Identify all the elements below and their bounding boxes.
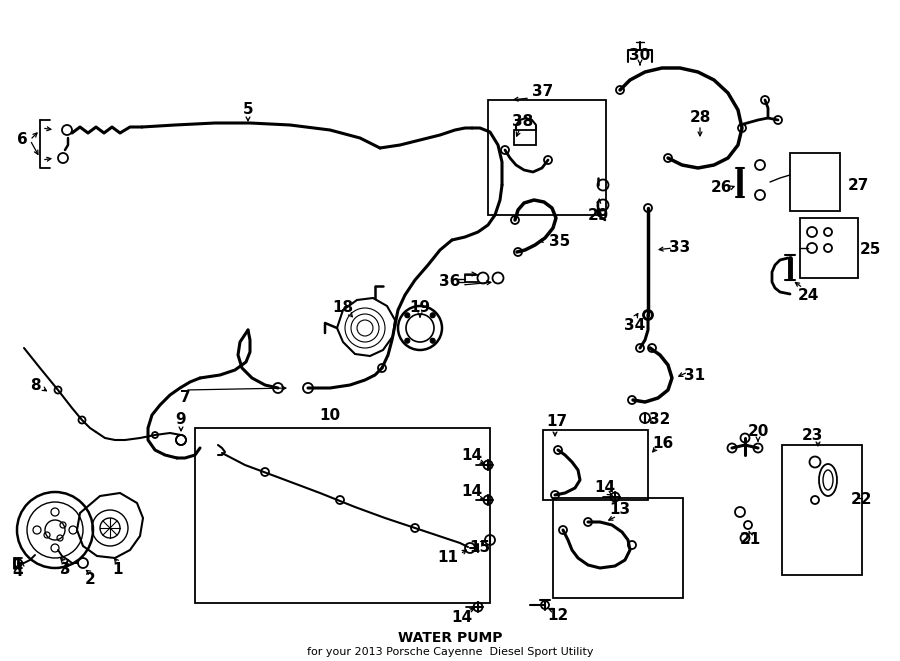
Text: 3: 3 — [59, 563, 70, 578]
Text: for your 2013 Porsche Cayenne  Diesel Sport Utility: for your 2013 Porsche Cayenne Diesel Spo… — [307, 647, 593, 657]
Text: 19: 19 — [410, 301, 430, 315]
Text: 28: 28 — [689, 110, 711, 126]
Text: 38: 38 — [512, 114, 534, 130]
Text: 23: 23 — [801, 428, 823, 442]
Text: 22: 22 — [851, 492, 873, 508]
Text: 20: 20 — [747, 424, 769, 440]
Text: 34: 34 — [625, 317, 645, 332]
Bar — [553, 498, 683, 598]
Text: 2: 2 — [85, 572, 95, 588]
Text: WATER PUMP: WATER PUMP — [398, 631, 502, 645]
Circle shape — [430, 313, 436, 318]
Text: 25: 25 — [860, 243, 881, 258]
Circle shape — [430, 338, 436, 343]
Text: 31: 31 — [684, 368, 706, 383]
Text: 29: 29 — [588, 208, 608, 223]
Text: 36: 36 — [439, 274, 461, 290]
Text: 15: 15 — [470, 541, 490, 555]
Text: 26: 26 — [711, 180, 733, 196]
Bar — [800, 218, 858, 278]
Text: 13: 13 — [609, 502, 631, 518]
Text: 17: 17 — [546, 414, 568, 430]
Text: 14: 14 — [462, 485, 482, 500]
Bar — [488, 100, 606, 215]
Text: 7: 7 — [180, 391, 190, 405]
Text: 21: 21 — [740, 533, 760, 547]
Text: 1: 1 — [112, 563, 123, 578]
Bar — [543, 430, 648, 500]
Circle shape — [405, 338, 410, 343]
Text: 12: 12 — [547, 607, 569, 623]
Text: 33: 33 — [670, 241, 690, 256]
Text: 32: 32 — [649, 412, 670, 428]
Text: 24: 24 — [797, 288, 819, 303]
Text: 14: 14 — [462, 447, 482, 463]
Text: 14: 14 — [594, 481, 616, 496]
Text: 5: 5 — [243, 102, 253, 118]
Text: 35: 35 — [549, 235, 571, 249]
Text: 18: 18 — [332, 301, 354, 315]
Text: 11: 11 — [437, 551, 458, 566]
Text: 6: 6 — [16, 132, 27, 147]
Circle shape — [405, 313, 410, 318]
Text: 10: 10 — [320, 407, 340, 422]
Text: 27: 27 — [847, 178, 868, 192]
Bar — [195, 428, 490, 603]
Text: 9: 9 — [176, 412, 186, 428]
Text: 30: 30 — [629, 48, 651, 63]
Text: 14: 14 — [452, 609, 472, 625]
Bar — [782, 445, 862, 575]
Text: 37: 37 — [533, 85, 554, 100]
Text: 16: 16 — [652, 436, 673, 451]
Text: 8: 8 — [30, 377, 40, 393]
Bar — [514, 130, 536, 145]
Bar — [790, 153, 840, 211]
Text: 4: 4 — [13, 564, 23, 580]
